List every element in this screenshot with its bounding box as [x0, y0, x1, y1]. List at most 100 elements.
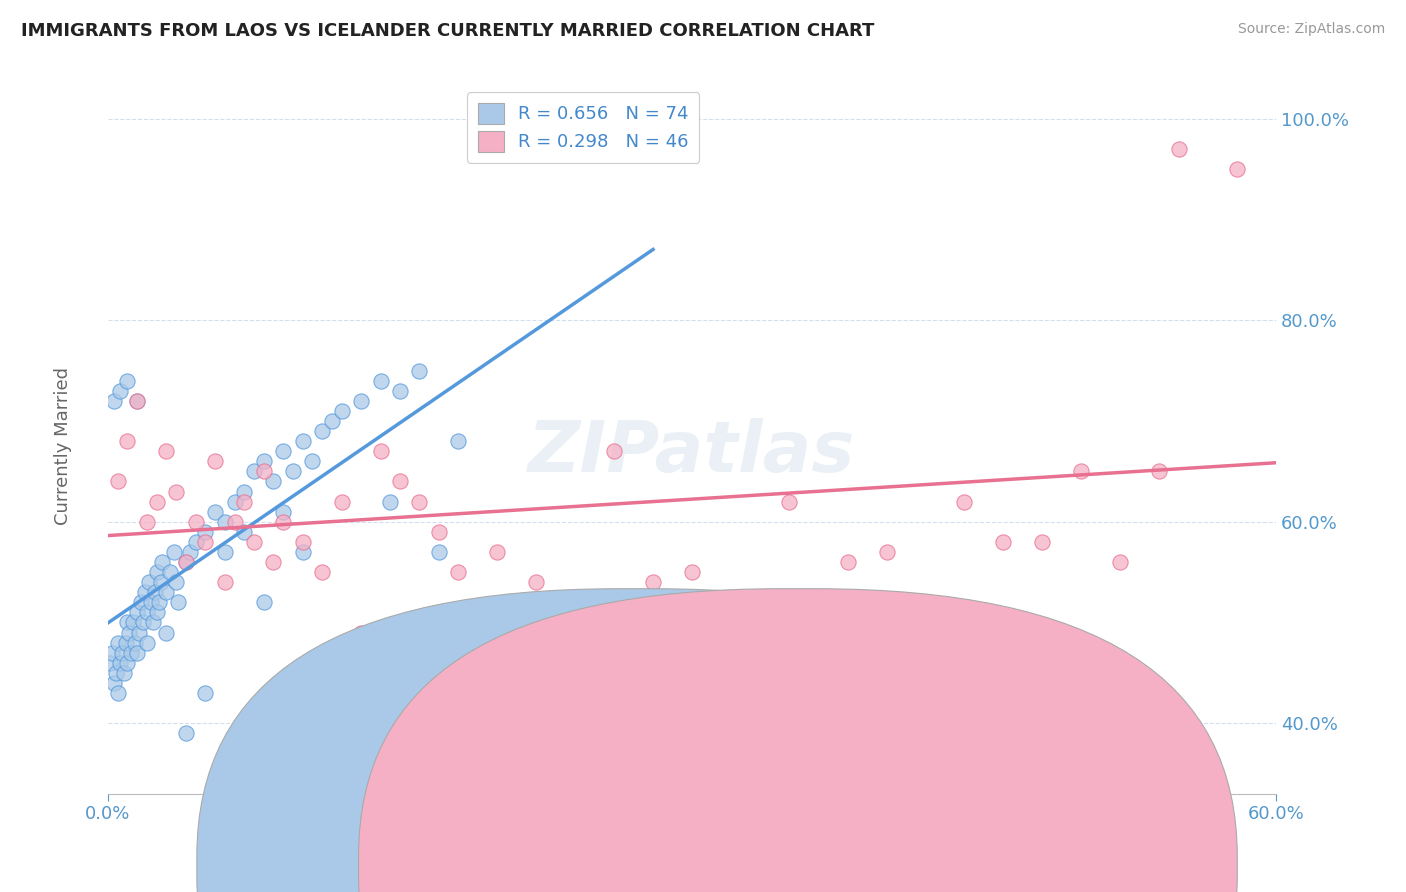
Point: [281, 464, 304, 478]
Text: Currently Married: Currently Married: [55, 367, 72, 525]
Point: [163, 545, 186, 559]
Point: [107, 686, 129, 700]
Point: [139, 595, 162, 609]
Point: [127, 646, 149, 660]
Point: [603, 444, 626, 458]
Point: [408, 364, 430, 378]
Point: [155, 444, 177, 458]
Point: [681, 565, 703, 579]
Point: [564, 635, 586, 649]
Point: [301, 454, 323, 468]
Point: [165, 484, 187, 499]
Point: [214, 515, 236, 529]
Point: [837, 555, 859, 569]
Point: [159, 565, 181, 579]
Point: [179, 545, 201, 559]
Point: [148, 595, 170, 609]
Point: [253, 454, 276, 468]
Point: [720, 595, 742, 609]
Point: [110, 646, 132, 660]
Point: [224, 494, 246, 508]
Point: [321, 414, 343, 428]
Point: [135, 635, 157, 649]
Point: [350, 393, 373, 408]
Point: [233, 494, 256, 508]
Point: [174, 555, 197, 569]
Point: [370, 374, 392, 388]
Point: [129, 595, 152, 609]
Point: [104, 665, 127, 680]
Point: [486, 545, 509, 559]
Point: [253, 464, 276, 478]
Point: [204, 454, 226, 468]
Point: [778, 494, 800, 508]
Text: Immigrants from Laos: Immigrants from Laos: [661, 852, 844, 870]
Point: [524, 575, 547, 590]
Point: [291, 434, 314, 449]
Point: [120, 646, 142, 660]
Point: [149, 575, 172, 590]
Point: [174, 555, 197, 569]
Point: [132, 615, 155, 630]
Point: [112, 665, 135, 680]
Point: [114, 635, 136, 649]
Point: [145, 565, 167, 579]
Point: [165, 575, 187, 590]
Point: [953, 494, 976, 508]
Point: [262, 475, 284, 489]
Point: [388, 475, 411, 489]
Point: [117, 434, 139, 449]
Point: [993, 534, 1015, 549]
Point: [233, 524, 256, 539]
Point: [224, 515, 246, 529]
Point: [184, 515, 207, 529]
Point: [876, 545, 898, 559]
Point: [233, 484, 256, 499]
Point: [330, 404, 353, 418]
Point: [1167, 142, 1189, 156]
Point: [271, 444, 294, 458]
Point: [107, 475, 129, 489]
Point: [127, 393, 149, 408]
Point: [1226, 162, 1249, 177]
Point: [1070, 464, 1092, 478]
Point: [214, 545, 236, 559]
Point: [311, 565, 333, 579]
Point: [124, 635, 146, 649]
Point: [134, 585, 156, 599]
Point: [135, 606, 157, 620]
Point: [447, 434, 470, 449]
Text: Source: ZipAtlas.com: Source: ZipAtlas.com: [1237, 22, 1385, 37]
Point: [145, 494, 167, 508]
Point: [262, 555, 284, 569]
Point: [101, 646, 124, 660]
Point: [408, 494, 430, 508]
Point: [118, 625, 141, 640]
Point: [135, 515, 157, 529]
Point: [370, 444, 392, 458]
Point: [271, 505, 294, 519]
Point: [204, 505, 226, 519]
Point: [214, 575, 236, 590]
Point: [107, 635, 129, 649]
Point: [311, 424, 333, 438]
Point: [641, 575, 664, 590]
Text: IMMIGRANTS FROM LAOS VS ICELANDER CURRENTLY MARRIED CORRELATION CHART: IMMIGRANTS FROM LAOS VS ICELANDER CURREN…: [21, 22, 875, 40]
Point: [291, 545, 314, 559]
Point: [108, 656, 131, 670]
Point: [152, 555, 174, 569]
Point: [1031, 534, 1053, 549]
Point: [138, 575, 160, 590]
Point: [103, 393, 125, 408]
Point: [98, 656, 121, 670]
Point: [128, 625, 150, 640]
Point: [1109, 555, 1132, 569]
Point: [243, 464, 266, 478]
Point: [145, 606, 167, 620]
Point: [155, 625, 177, 640]
Point: [174, 726, 197, 740]
Point: [243, 534, 266, 549]
Point: [380, 494, 402, 508]
Point: [155, 585, 177, 599]
Point: [253, 595, 276, 609]
